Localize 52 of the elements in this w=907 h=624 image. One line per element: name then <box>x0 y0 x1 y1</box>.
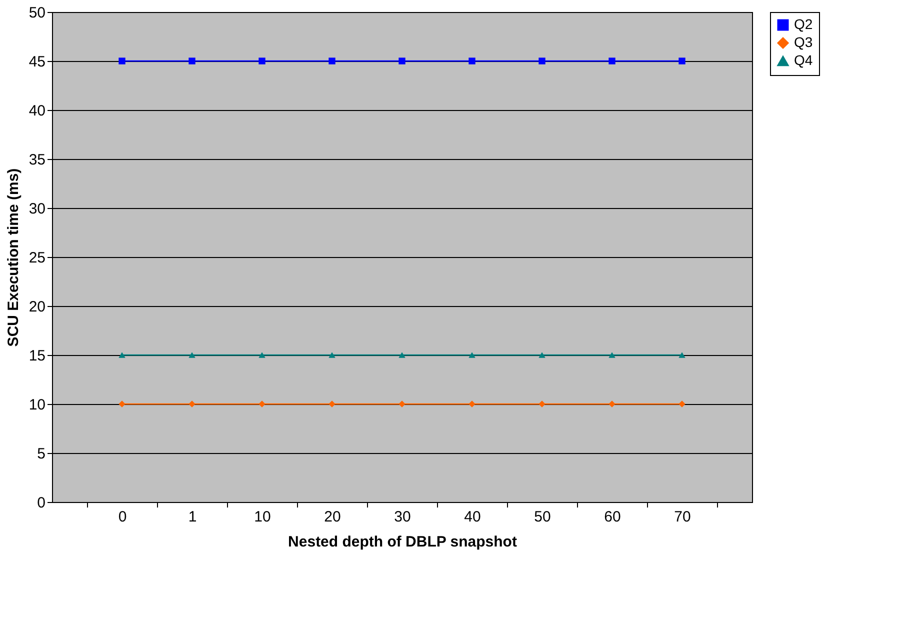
point <box>398 400 406 408</box>
legend-label: Q3 <box>794 34 813 50</box>
point <box>678 58 686 64</box>
legend-label: Q4 <box>794 52 813 68</box>
x-tick-label: 1 <box>188 508 197 526</box>
point <box>188 400 196 408</box>
point <box>328 400 336 408</box>
point <box>538 58 546 64</box>
y-tick-label: 0 <box>37 494 46 512</box>
point <box>398 58 406 64</box>
y-tick-label: 45 <box>28 54 46 70</box>
point <box>118 352 126 358</box>
legend-label: Q2 <box>794 16 813 32</box>
y-tick-label: 25 <box>28 250 46 266</box>
point <box>538 352 546 358</box>
point <box>258 58 266 64</box>
point <box>468 58 476 64</box>
point <box>678 352 686 358</box>
x-tick-label: 50 <box>534 508 551 526</box>
y-tick-label: 30 <box>28 200 46 218</box>
point <box>188 352 196 358</box>
point <box>258 352 266 358</box>
y-tick-label: 40 <box>28 102 46 120</box>
point <box>258 400 266 408</box>
point <box>118 400 126 408</box>
point <box>188 58 196 64</box>
y-tick-label: 5 <box>37 446 46 462</box>
point <box>118 58 126 64</box>
y-tick-label: 20 <box>28 298 46 316</box>
x-tick-label: 20 <box>324 508 341 526</box>
point <box>538 400 546 408</box>
point <box>468 352 476 358</box>
y-tick-label: 15 <box>28 348 46 364</box>
point <box>608 400 616 408</box>
x-tick-label: 40 <box>464 508 481 526</box>
point <box>608 58 616 64</box>
x-axis-title: Nested depth of DBLP snapshot <box>288 534 517 550</box>
y-tick-label: 35 <box>28 152 46 168</box>
point <box>328 58 336 64</box>
y-tick-label: 10 <box>28 396 46 414</box>
x-tick-label: 30 <box>394 508 411 526</box>
x-tick-label: 70 <box>674 508 691 526</box>
x-tick-label: 10 <box>254 508 271 526</box>
x-tick-label: 0 <box>118 508 127 526</box>
x-tick-label: 60 <box>604 508 621 526</box>
point <box>678 400 686 408</box>
point <box>398 352 406 358</box>
point <box>468 400 476 408</box>
point <box>328 352 336 358</box>
y-tick-label: 50 <box>28 4 46 22</box>
y-axis-title: SCU Execution time (ms) <box>4 168 22 347</box>
point <box>608 352 616 358</box>
